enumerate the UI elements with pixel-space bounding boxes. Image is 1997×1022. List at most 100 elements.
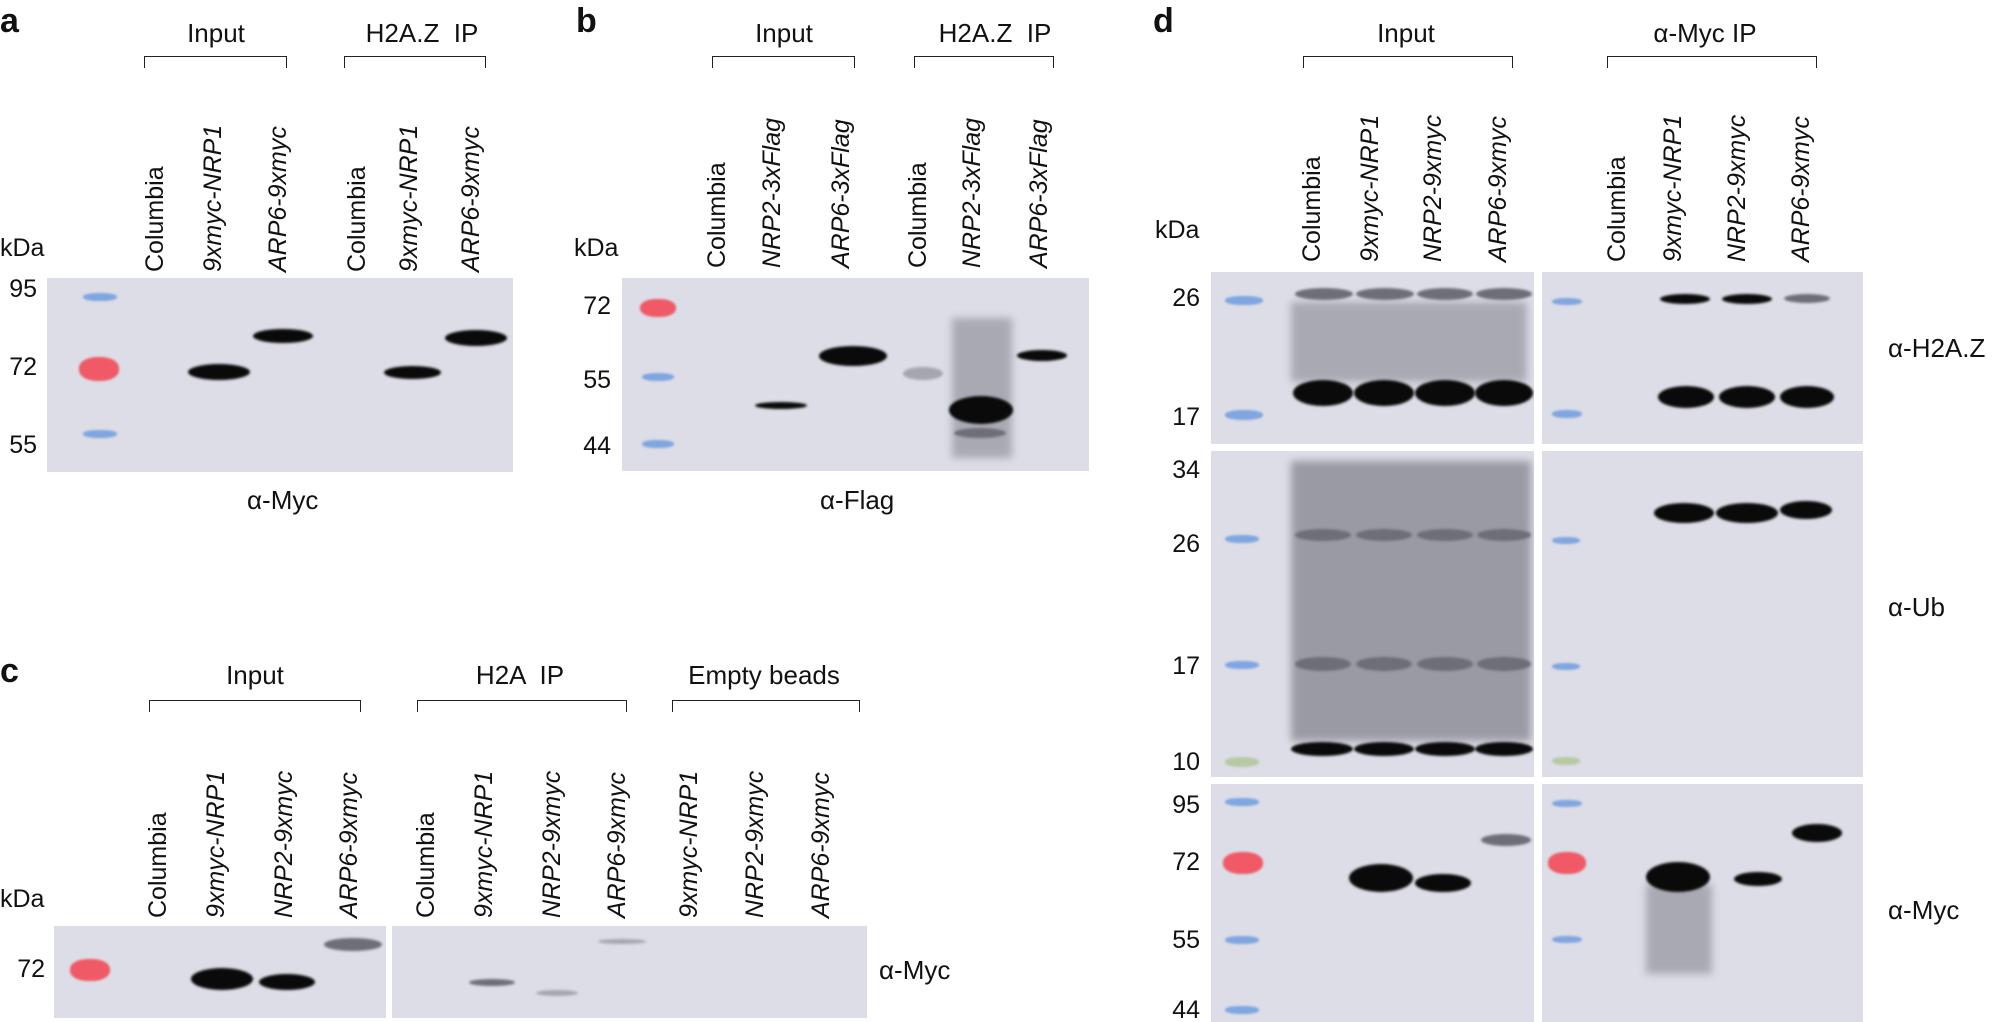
blot-band bbox=[536, 990, 578, 996]
panel-a-lane-2: 9xmyc-NRP1 bbox=[199, 124, 227, 272]
ladder-band bbox=[70, 959, 110, 981]
panel-c-kda-label: kDa bbox=[0, 885, 45, 913]
blot-band bbox=[1780, 386, 1834, 408]
ladder-band bbox=[1225, 410, 1263, 420]
ladder-band bbox=[642, 440, 674, 448]
blot-band bbox=[1792, 824, 1842, 842]
panel-c-bracket-input bbox=[149, 700, 361, 712]
panel-c-lane-11: ARP6-9xmyc bbox=[807, 772, 835, 918]
panel-b-label: b bbox=[576, 2, 597, 40]
blot-band bbox=[1295, 529, 1351, 541]
panel-c-bracket-ip bbox=[417, 700, 627, 712]
blot-band bbox=[1475, 742, 1533, 756]
blot-band bbox=[1476, 288, 1532, 300]
panel-d-bracket-ip bbox=[1607, 56, 1817, 68]
blot-band bbox=[1654, 503, 1714, 523]
panel-c-blot-input bbox=[54, 926, 386, 1018]
panel-c-lane-4: ARP6-9xmyc bbox=[335, 772, 363, 918]
panel-c-group-empty: Empty beads bbox=[688, 660, 840, 690]
panel-b-group-input: Input bbox=[755, 18, 813, 48]
ladder-band bbox=[1552, 537, 1580, 544]
ladder-band bbox=[1225, 661, 1259, 669]
panel-a-lane-3: ARP6-9xmyc bbox=[264, 126, 292, 272]
ladder-band bbox=[1225, 535, 1259, 543]
blot-band bbox=[1417, 657, 1473, 671]
panel-a-bracket-ip bbox=[344, 56, 486, 68]
ladder-band bbox=[1225, 757, 1259, 767]
panel-d-antibody-myc: α-Myc bbox=[1888, 895, 1960, 925]
blot-band bbox=[324, 938, 382, 951]
blot-band bbox=[1716, 503, 1778, 523]
blot-band bbox=[1356, 288, 1414, 300]
blot-band bbox=[954, 428, 1006, 438]
ladder-band bbox=[1225, 936, 1259, 944]
ladder-band bbox=[83, 430, 117, 438]
blot-band bbox=[1784, 294, 1830, 303]
panel-a-group-ip: H2A.Z IP bbox=[365, 18, 479, 48]
panel-c-lane-6: 9xmyc-NRP1 bbox=[470, 770, 498, 918]
panel-c-bracket-empty bbox=[672, 700, 860, 712]
ladder-band bbox=[1225, 1006, 1259, 1014]
panel-d-blot-myc-ip bbox=[1542, 784, 1863, 1022]
panel-d-marker-17-mid: 17 bbox=[1172, 652, 1200, 680]
panel-b-marker-72: 72 bbox=[583, 292, 611, 320]
panel-b-bracket-input bbox=[712, 56, 855, 68]
blot-band bbox=[598, 939, 646, 944]
blot-band bbox=[191, 968, 253, 990]
panel-d-lane-4: ARP6-9xmyc bbox=[1484, 116, 1512, 262]
panel-a-label: a bbox=[0, 2, 19, 40]
panel-c-label: c bbox=[0, 652, 19, 690]
ladder-band bbox=[1552, 757, 1580, 765]
panel-c-lane-2: 9xmyc-NRP1 bbox=[202, 770, 230, 918]
panel-c-lane-9: 9xmyc-NRP1 bbox=[675, 770, 703, 918]
blot-smear bbox=[1646, 884, 1712, 974]
panel-d-label: d bbox=[1153, 2, 1174, 40]
panel-c-marker-72: 72 bbox=[17, 955, 45, 983]
panel-d-lane-3: NRP2-9xmyc bbox=[1419, 114, 1447, 262]
blot-band bbox=[1349, 864, 1413, 892]
panel-d-lane-5: Columbia bbox=[1603, 156, 1631, 262]
panel-d-marker-17-top: 17 bbox=[1172, 403, 1200, 431]
blot-band bbox=[259, 974, 315, 990]
panel-b-marker-44: 44 bbox=[583, 432, 611, 460]
panel-b-marker-55: 55 bbox=[583, 366, 611, 394]
panel-d-marker-44: 44 bbox=[1172, 996, 1200, 1022]
panel-a-kda-label: kDa bbox=[0, 234, 45, 262]
blot-band bbox=[1293, 380, 1353, 406]
panel-d-marker-10: 10 bbox=[1172, 748, 1200, 776]
panel-d-lane-6: 9xmyc-NRP1 bbox=[1659, 114, 1687, 262]
blot-band bbox=[469, 979, 515, 986]
panel-d-blot-myc-input bbox=[1211, 784, 1534, 1022]
panel-b-lane-4: Columbia bbox=[904, 162, 932, 268]
panel-c-lane-8: ARP6-9xmyc bbox=[603, 772, 631, 918]
blot-band bbox=[1417, 288, 1473, 300]
blot-band bbox=[1734, 872, 1782, 886]
panel-c-lane-10: NRP2-9xmyc bbox=[741, 770, 769, 918]
blot-band bbox=[1660, 294, 1710, 304]
ladder-band bbox=[1225, 798, 1259, 806]
blot-band bbox=[445, 330, 507, 346]
panel-d-antibody-h2az: α-H2A.Z bbox=[1888, 333, 1986, 363]
panel-d-blot-h2az-ip bbox=[1542, 272, 1863, 444]
panel-a-blot bbox=[47, 278, 513, 472]
panel-c-group-input: Input bbox=[226, 660, 284, 690]
ladder-band bbox=[1552, 298, 1582, 305]
blot-band bbox=[1291, 742, 1353, 756]
blot-band bbox=[1017, 350, 1067, 361]
blot-band bbox=[1780, 501, 1832, 519]
panel-b-lane-5: NRP2-3xFlag bbox=[958, 117, 986, 268]
ladder-band bbox=[640, 299, 676, 317]
blot-band bbox=[1356, 657, 1412, 671]
panel-d-blot-h2az-input bbox=[1211, 272, 1534, 444]
blot-band bbox=[1658, 386, 1714, 408]
panel-d-lane-7: NRP2-9xmyc bbox=[1723, 114, 1751, 262]
blot-band bbox=[819, 346, 887, 366]
panel-a-bracket-input bbox=[144, 56, 287, 68]
panel-d-marker-72: 72 bbox=[1172, 848, 1200, 876]
panel-a-lane-6: ARP6-9xmyc bbox=[457, 126, 485, 272]
ladder-band bbox=[83, 293, 117, 301]
blot-band bbox=[384, 366, 441, 379]
blot-band bbox=[1415, 874, 1471, 892]
panel-a-marker-72: 72 bbox=[9, 353, 37, 381]
